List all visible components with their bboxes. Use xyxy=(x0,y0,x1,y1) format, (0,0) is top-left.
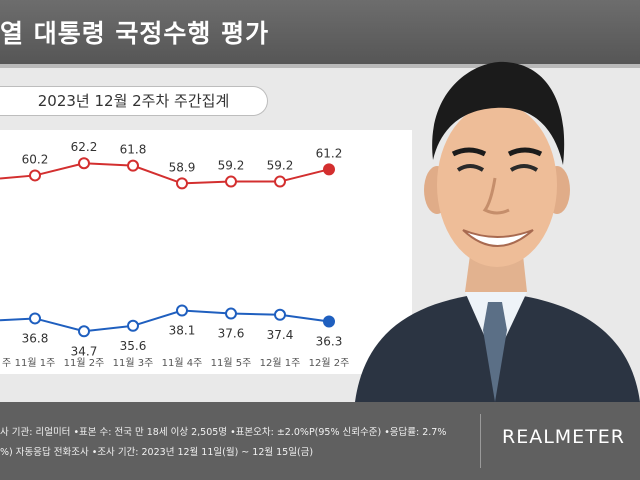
survey-method-line: 사 기관: 리얼미터 •표본 수: 전국 만 18세 이상 2,505명 •표본… xyxy=(0,427,447,438)
series-1-point xyxy=(127,319,139,332)
series-0-point xyxy=(323,163,335,176)
x-tick-label: 12월 2주 xyxy=(309,357,350,369)
series-0-point xyxy=(29,169,41,182)
footer-divider xyxy=(480,414,481,468)
series-0-point xyxy=(274,175,286,188)
series-0-point xyxy=(225,175,237,188)
series-1-data-label: 36.3 xyxy=(316,335,343,349)
series-1-line xyxy=(0,309,330,333)
header-accent-bar xyxy=(0,64,640,68)
x-tick-label: 11월 2주 xyxy=(64,357,105,369)
series-1-data-label: 34.7 xyxy=(71,344,98,358)
series-0-data-label: 60.2 xyxy=(22,152,49,166)
series-0-data-label: 61.2 xyxy=(316,146,343,160)
x-tick-label: 11월 5주 xyxy=(211,357,252,369)
series-0-point xyxy=(78,157,90,170)
series-1-point xyxy=(176,304,188,317)
x-tick-label: 주 xyxy=(2,358,11,369)
series-1-data-label: 36.8 xyxy=(22,331,49,345)
x-tick-label: 12월 1주 xyxy=(260,357,301,369)
series-1-point xyxy=(78,325,90,338)
realmeter-logo: REALMETER xyxy=(502,426,625,448)
series-1-data-label: 35.6 xyxy=(120,339,147,353)
series-0-data-label: 59.2 xyxy=(267,159,294,173)
series-0-data-label: 62.2 xyxy=(71,140,98,154)
series-0-line xyxy=(0,162,330,185)
series-1-point xyxy=(225,307,237,320)
series-1-data-label: 37.6 xyxy=(218,327,245,341)
footer-bar: 사 기관: 리얼미터 •표본 수: 전국 만 18세 이상 2,505명 •표본… xyxy=(0,402,640,480)
series-0-data-label: 58.9 xyxy=(169,160,196,174)
series-0-point xyxy=(127,159,139,172)
series-0-data-label: 59.2 xyxy=(218,159,245,173)
x-tick-label: 11월 3주 xyxy=(113,357,154,369)
line-chart: 60.2 62.2 61.8 58.9 59.2 59.2 61.2 36.8 34.7 35.6… xyxy=(0,140,350,369)
series-1-data-label: 37.4 xyxy=(267,328,294,342)
series-0-data-label: 61.8 xyxy=(120,143,147,157)
series-0-point xyxy=(176,177,188,190)
person-portrait-icon xyxy=(355,61,640,402)
survey-period-line: %) 자동응답 전화조사 •조사 기간: 2023년 12월 11일(월) ~ … xyxy=(0,447,314,458)
chart-panel: 60.2 62.2 61.8 58.9 59.2 59.2 61.2 36.8 34.7 35.6… xyxy=(0,130,412,374)
series-1-data-label: 38.1 xyxy=(169,324,196,338)
page-title: 열 대통령 국정수행 평가 xyxy=(0,19,270,48)
survey-period-label: 2023년 12월 2주차 주간집계 xyxy=(0,86,268,116)
x-tick-label: 11월 1주 xyxy=(15,357,56,369)
series-1-point xyxy=(323,315,335,328)
series-1-point xyxy=(274,308,286,321)
header-banner: 열 대통령 국정수행 평가 xyxy=(0,0,640,64)
x-tick-label: 11월 4주 xyxy=(162,357,203,369)
series-1-point xyxy=(29,312,41,325)
